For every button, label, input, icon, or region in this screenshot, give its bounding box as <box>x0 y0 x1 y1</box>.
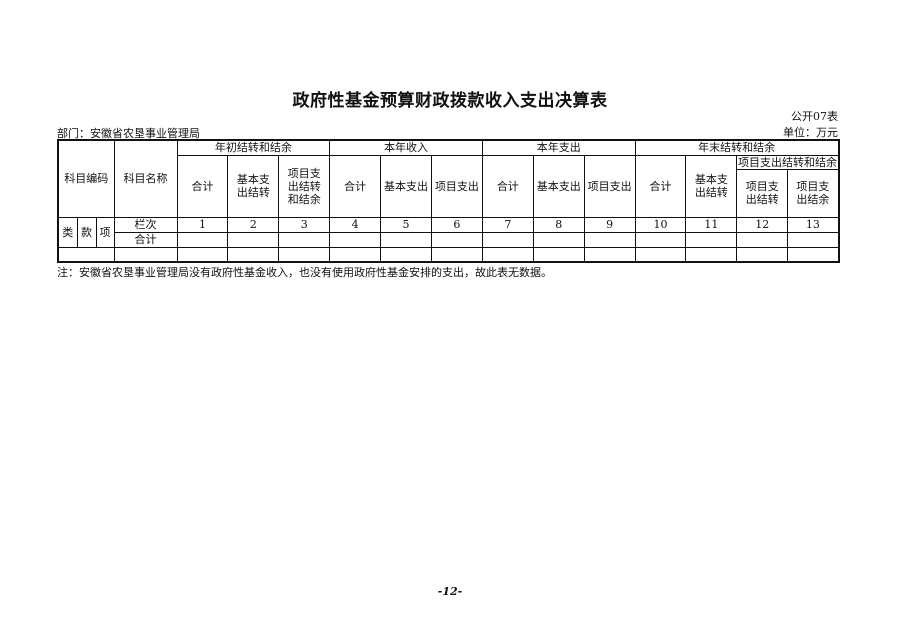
table-row-empty <box>57 246 840 263</box>
cell <box>176 231 229 248</box>
header-total: 合计 <box>634 154 687 218</box>
department-label: 部门：安徽省农垦事业管理局 <box>57 127 200 140</box>
fund-table: 科目编码 科目名称 年初结转和结余 本年收入 本年支出 年末结转和结余 合计 基… <box>57 139 840 263</box>
column-number: 13 <box>787 216 840 233</box>
cell <box>430 246 483 263</box>
column-number: 2 <box>227 216 280 233</box>
cell <box>787 231 840 248</box>
row-label-total: 合计 <box>113 231 178 248</box>
header-project-carry: 项目支出结转 <box>736 168 789 218</box>
cell <box>430 231 483 248</box>
header-project-balance: 项目支出结余 <box>787 168 840 218</box>
column-number: 8 <box>532 216 585 233</box>
cell <box>278 246 331 263</box>
header-code: 科目编码 <box>57 139 115 218</box>
header-basic: 基本支出 <box>380 154 432 218</box>
header-total: 合计 <box>329 154 382 218</box>
header-name: 科目名称 <box>113 139 178 218</box>
cell <box>481 231 534 248</box>
header-basic-carry: 基本支出结转 <box>685 154 738 218</box>
header-project-sub-group: 项目支出结转和结余 <box>736 154 840 170</box>
header-basic: 基本支出 <box>532 154 585 218</box>
header-kuan: 款 <box>76 216 97 248</box>
column-number: 7 <box>481 216 534 233</box>
cell <box>583 231 636 248</box>
header-group-expense: 本年支出 <box>481 139 636 156</box>
header-xiang: 项 <box>95 216 115 248</box>
header-total: 合计 <box>176 154 229 218</box>
column-number: 1 <box>176 216 229 233</box>
page-number: -12- <box>437 585 463 598</box>
cell <box>113 246 178 263</box>
column-number: 4 <box>329 216 382 233</box>
cell <box>736 246 789 263</box>
header-lei: 类 <box>57 216 78 248</box>
form-number: 公开07表 <box>791 110 838 123</box>
cell <box>329 246 382 263</box>
column-number: 6 <box>430 216 483 233</box>
cell <box>685 231 738 248</box>
column-number: 3 <box>278 216 331 233</box>
cell <box>685 246 738 263</box>
cell <box>583 246 636 263</box>
cell <box>278 231 331 248</box>
header-total: 合计 <box>481 154 534 218</box>
cell <box>787 246 840 263</box>
cell <box>329 231 382 248</box>
cell <box>176 246 229 263</box>
cell <box>227 246 280 263</box>
cell <box>532 246 585 263</box>
cell <box>380 246 432 263</box>
table-row-total: 合计 <box>58 231 840 248</box>
header-group-beginning: 年初结转和结余 <box>176 139 331 156</box>
cell <box>634 246 687 263</box>
cell <box>57 246 115 263</box>
header-group-income: 本年收入 <box>329 139 483 156</box>
column-number: 5 <box>380 216 432 233</box>
cell <box>380 231 432 248</box>
header-project: 项目支出 <box>583 154 636 218</box>
cell <box>736 231 789 248</box>
header-group-ending: 年末结转和结余 <box>634 139 840 156</box>
column-number: 11 <box>685 216 738 233</box>
header-project: 项目支出 <box>430 154 483 218</box>
cell <box>481 246 534 263</box>
column-number: 9 <box>583 216 636 233</box>
column-number: 10 <box>634 216 687 233</box>
row-label-lanci: 栏次 <box>113 216 178 233</box>
header-project-carry-balance: 项目支出结转和结余 <box>278 154 331 218</box>
column-number: 12 <box>736 216 789 233</box>
unit-label: 单位：万元 <box>783 126 838 139</box>
page-title: 政府性基金预算财政拨款收入支出决算表 <box>292 91 608 111</box>
cell <box>634 231 687 248</box>
footnote: 注：安徽省农垦事业管理局没有政府性基金收入，也没有使用政府性基金安排的支出，故此… <box>57 266 552 279</box>
cell <box>532 231 585 248</box>
cell <box>227 231 280 248</box>
header-basic-carry: 基本支出结转 <box>227 154 280 218</box>
